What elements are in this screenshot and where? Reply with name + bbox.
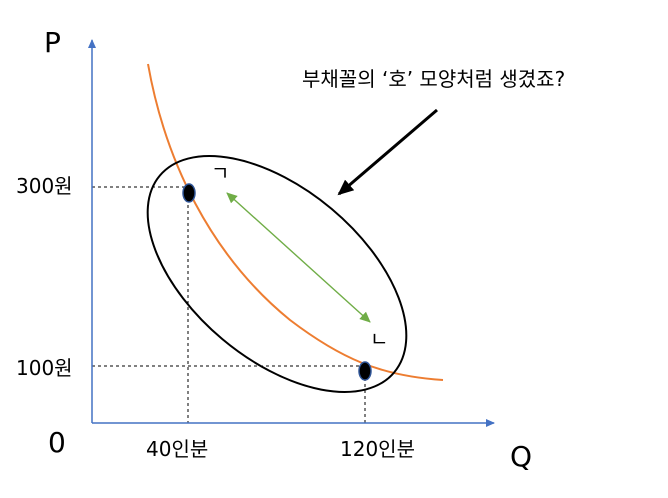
corner-mark-top: ㄱ [211,161,229,185]
annotation-text: 부채꼴의 ‘호’ 모양처럼 생겼죠? [302,67,565,91]
x-axis-label: Q [510,440,532,473]
pointer-arrow-icon [337,108,438,196]
guide-lines [92,186,366,423]
highlight-ellipse [146,155,408,393]
qty-low-label: 40인분 [146,437,208,461]
point-40-300 [182,183,196,203]
y-axis-label: P [44,26,61,59]
demand-curve [147,63,444,381]
origin-label: 0 [48,426,66,459]
range-double-arrow [226,192,371,323]
qty-high-label: 120인분 [340,437,415,461]
price-high-label: 300원 [16,174,73,198]
price-low-label: 100원 [16,356,73,380]
corner-mark-bottom: ㄴ [370,327,388,351]
point-120-100 [358,361,372,381]
